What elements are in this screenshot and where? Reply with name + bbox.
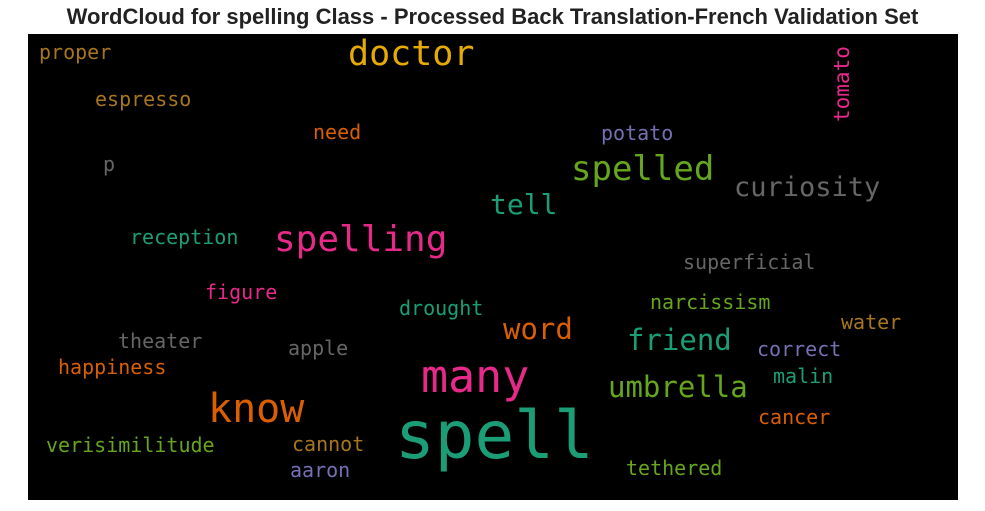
word-friend: friend xyxy=(627,323,732,357)
chart-title: WordCloud for spelling Class - Processed… xyxy=(66,4,919,29)
word-drought: drought xyxy=(399,296,484,320)
word-espresso: espresso xyxy=(95,87,192,111)
word-p: p xyxy=(103,152,116,176)
word-know: know xyxy=(208,386,305,432)
word-spelled: spelled xyxy=(571,149,715,189)
word-umbrella: umbrella xyxy=(608,370,748,404)
word-proper: proper xyxy=(39,40,112,64)
word-word: word xyxy=(503,312,573,346)
word-water: water xyxy=(841,310,902,334)
word-cloud-canvas: proper doctor tomato espresso need potat… xyxy=(28,34,958,500)
word-verisimilitude: verisimilitude xyxy=(46,433,215,457)
word-potato: potato xyxy=(601,121,674,145)
word-apple: apple xyxy=(288,336,349,360)
word-need: need xyxy=(313,120,362,144)
word-malin: malin xyxy=(773,364,834,388)
word-superficial: superficial xyxy=(683,250,816,274)
word-cannot: cannot xyxy=(292,432,365,456)
word-spell: spell xyxy=(395,397,594,474)
word-cancer: cancer xyxy=(758,405,831,429)
word-tell: tell xyxy=(490,188,558,221)
word-theater: theater xyxy=(118,329,203,353)
word-aaron: aaron xyxy=(290,458,351,482)
word-narcissism: narcissism xyxy=(650,290,771,314)
word-spelling: spelling xyxy=(274,219,448,260)
word-doctor: doctor xyxy=(348,34,475,74)
word-happiness: happiness xyxy=(58,355,167,379)
word-many: many xyxy=(421,350,530,403)
word-reception: reception xyxy=(130,225,239,249)
word-correct: correct xyxy=(757,337,842,361)
word-curiosity: curiosity xyxy=(734,172,881,203)
word-tomato: tomato xyxy=(830,46,854,122)
word-figure: figure xyxy=(205,280,278,304)
word-tethered: tethered xyxy=(626,456,723,480)
